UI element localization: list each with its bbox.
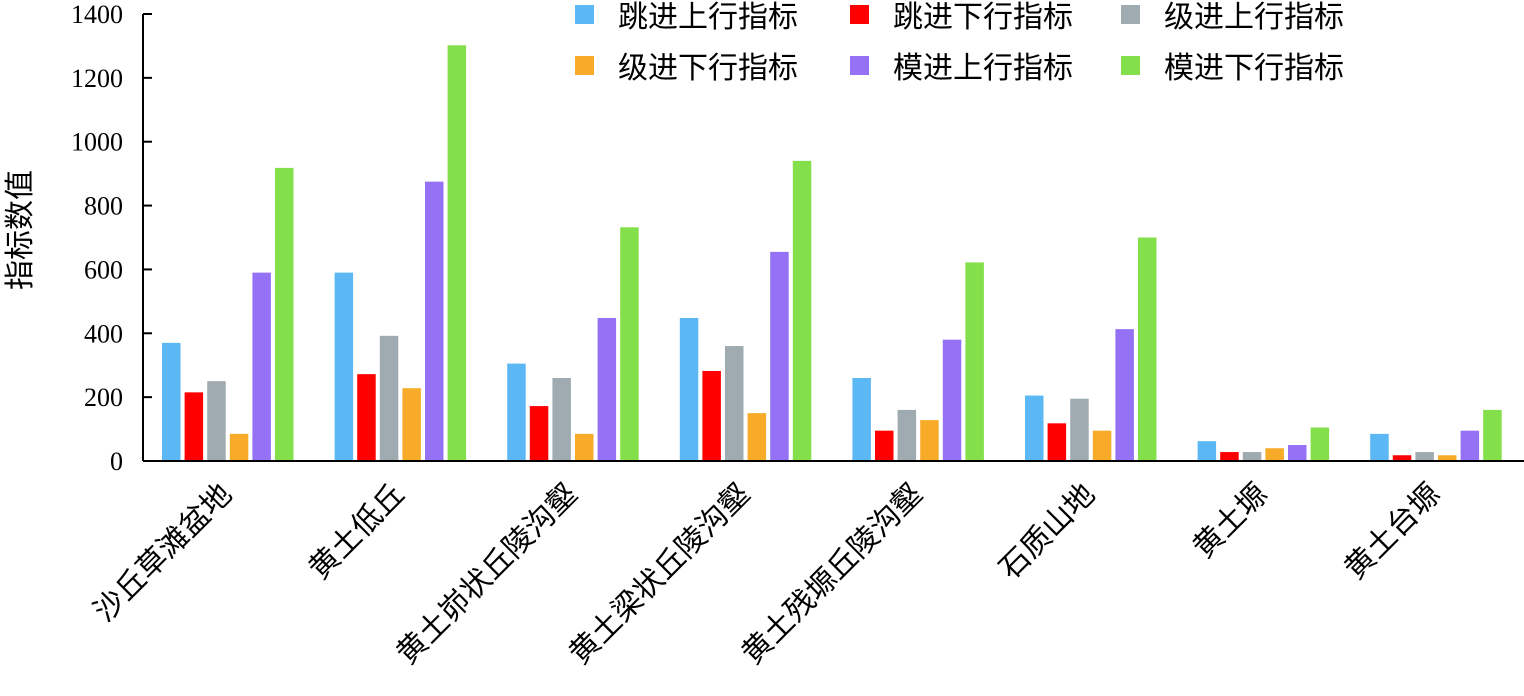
bar	[1138, 237, 1157, 461]
y-tick-label: 1400	[71, 0, 123, 29]
bar	[334, 272, 354, 461]
y-axis-label: 指标数值	[4, 170, 37, 290]
bar	[1242, 452, 1262, 461]
bar	[747, 413, 767, 461]
y-axis: 0 200 400 600 800 1000 1200 1400	[71, 0, 152, 476]
bar	[275, 167, 294, 461]
y-tick-label: 1000	[71, 128, 123, 157]
bar	[162, 342, 181, 461]
bar	[447, 45, 467, 461]
bar	[207, 381, 226, 461]
bar	[792, 160, 812, 461]
legend-swatch	[1121, 56, 1140, 75]
x-tick-label: 黄土塬	[1187, 478, 1274, 565]
legend-label: 级进上行指标	[1164, 1, 1344, 34]
bar	[597, 317, 617, 461]
bar	[552, 377, 571, 461]
bar	[529, 406, 549, 461]
bar	[425, 181, 444, 461]
bar	[875, 430, 894, 461]
y-tick-label: 200	[84, 383, 123, 412]
bar	[620, 227, 639, 461]
bar	[357, 374, 376, 461]
bar	[770, 251, 789, 461]
bar	[1092, 430, 1112, 461]
y-tick-label: 1200	[71, 64, 123, 93]
bar	[1370, 433, 1389, 461]
bar	[1438, 455, 1457, 461]
legend-swatch	[575, 5, 594, 24]
bar	[920, 420, 939, 461]
bar	[252, 272, 271, 461]
x-tick-label: 黄土残塬丘陵沟壑	[736, 478, 929, 671]
x-tick-label: 黄土梁状丘陵沟壑	[563, 478, 756, 671]
bar	[1197, 441, 1217, 461]
y-tick-label: 600	[84, 255, 123, 284]
legend-label: 级进下行指标	[618, 52, 798, 85]
bar	[1115, 329, 1134, 461]
bar	[852, 377, 871, 461]
x-tick-label: 石质山地	[993, 478, 1101, 586]
legend-label: 跳进下行指标	[893, 1, 1073, 34]
bar	[575, 433, 594, 461]
x-tick-label: 黄土峁状丘陵沟壑	[391, 478, 584, 671]
legend-swatch	[575, 56, 594, 75]
y-tick-label: 0	[110, 447, 123, 476]
legend-label: 模进上行指标	[893, 52, 1073, 85]
bar	[184, 392, 204, 461]
legend-swatch	[850, 56, 869, 75]
legend-swatch	[850, 5, 869, 24]
bar	[1288, 445, 1307, 461]
x-tick-label: 黄土低丘	[303, 478, 411, 586]
y-tick-label: 800	[84, 192, 123, 221]
bar	[965, 262, 984, 461]
bar	[229, 433, 249, 461]
bar	[402, 388, 421, 461]
bar	[1025, 395, 1044, 461]
bar	[1460, 430, 1480, 461]
bar	[1310, 427, 1330, 461]
bar	[379, 335, 399, 461]
legend-label: 模进下行指标	[1164, 52, 1344, 85]
bar	[1483, 409, 1502, 461]
bar	[942, 339, 962, 461]
bar	[1265, 448, 1284, 461]
y-tick-label: 400	[84, 319, 123, 348]
legend-label: 跳进上行指标	[618, 1, 798, 34]
bar	[725, 346, 744, 461]
bar	[1047, 423, 1067, 461]
x-tick-label: 沙丘草滩盆地	[88, 478, 239, 629]
bar	[1392, 455, 1412, 461]
legend-swatch	[1121, 5, 1140, 24]
bar	[702, 370, 721, 461]
plot-area	[162, 45, 1502, 461]
bar	[507, 363, 526, 461]
bar	[1415, 452, 1434, 461]
bar	[1070, 398, 1089, 461]
bar	[679, 317, 699, 461]
bar	[897, 409, 917, 461]
bar	[1220, 452, 1239, 461]
x-tick-label: 黄土台塬	[1338, 478, 1446, 586]
